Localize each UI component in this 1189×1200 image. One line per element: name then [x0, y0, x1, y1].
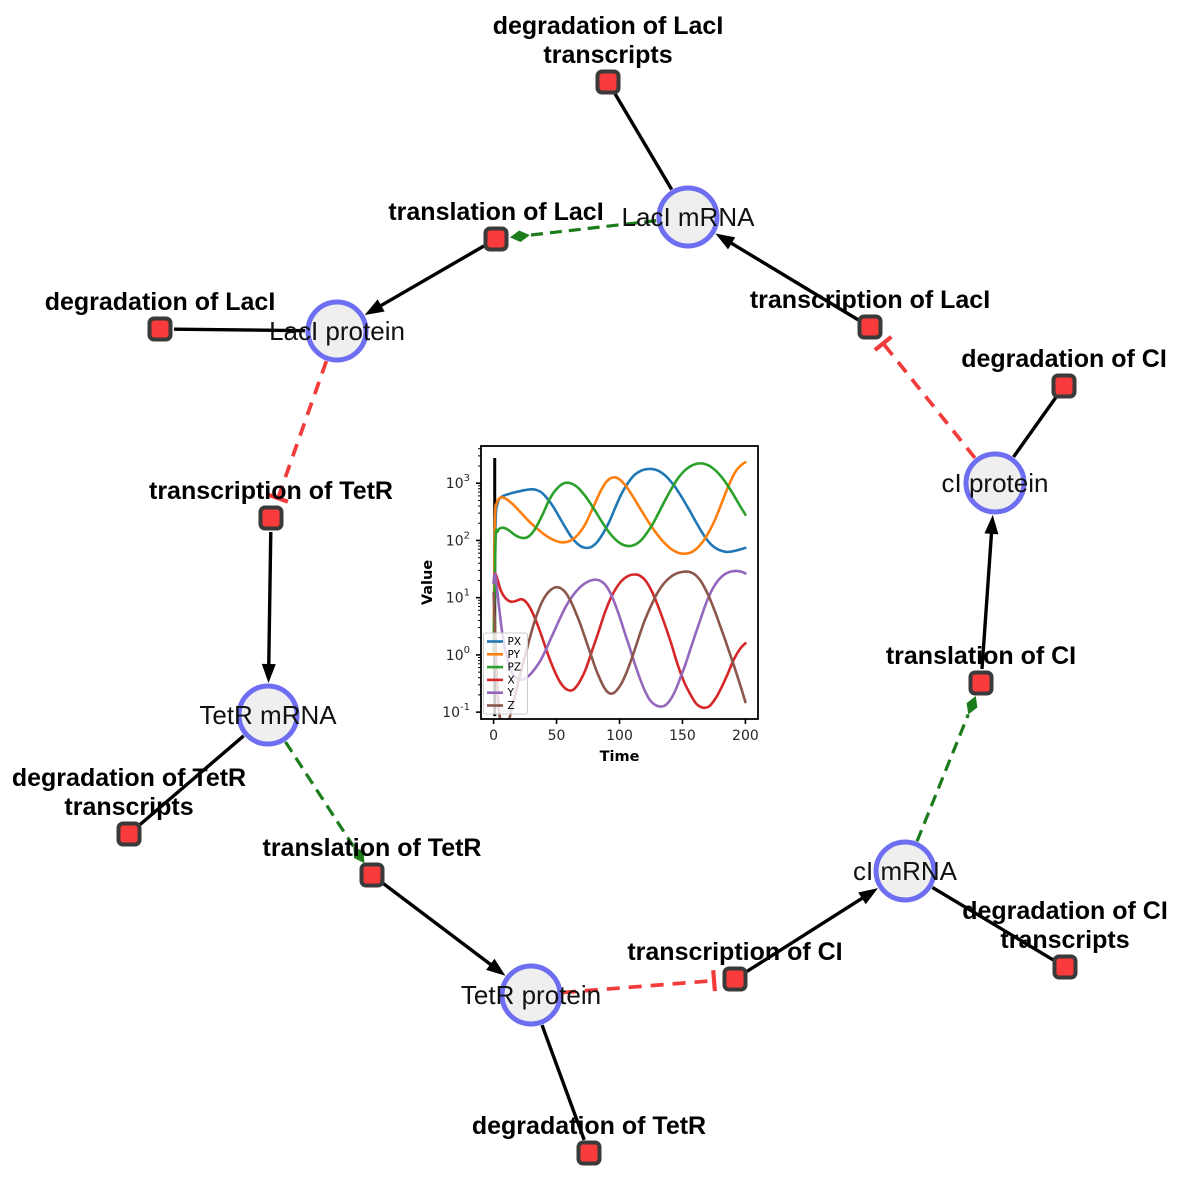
- edge-production-transl_lacI-lacI_protein: [375, 244, 485, 310]
- edge-modifier-cI_mRNA-transl_cI-diamond: [966, 695, 978, 715]
- reaction-node-deg_cI_tx: [1052, 954, 1078, 980]
- edge-modifier-lacI_mRNA-transl_lacI-diamond: [509, 230, 530, 243]
- series-line-X: [492, 572, 747, 710]
- reaction-label-deg_lacI-line1: degradation of LacI: [45, 288, 276, 316]
- reaction-label-transcr_cI-line1: transcription of CI: [627, 938, 842, 966]
- edge-production-transl_lacI-lacI_protein-arrowhead: [364, 299, 385, 315]
- x-tick-label-100: 100: [606, 728, 633, 744]
- y-tick-label-1e0: 100: [446, 645, 470, 664]
- edge-inhibition-tetR_protein-transcr_cI: [562, 978, 715, 995]
- x-tick-label-0: 0: [489, 728, 498, 744]
- network-edges: [138, 93, 1058, 1141]
- x-tick-label-200: 200: [732, 728, 759, 744]
- legend-label-X: X: [508, 674, 515, 686]
- network-labels: LacI mRNA LacI protein cI protein cI mRNA Te…: [12, 12, 1168, 1140]
- y-axis-label: Value: [420, 560, 436, 606]
- edge-consumption-cI_protein-deg_cI: [1012, 396, 1058, 458]
- x-tick-label-150: 150: [669, 728, 696, 744]
- reaction-label-deg_tetR-line1: degradation of TetR: [472, 1112, 706, 1140]
- edge-modifier-cI_mRNA-transl_cI: [915, 713, 970, 842]
- species-label-cI_protein: cI protein: [942, 468, 1049, 498]
- edge-modifier-tetR_mRNA-transl_tetR-diamond: [353, 846, 365, 864]
- reaction-node-deg_lacI_tx: [595, 69, 621, 95]
- y-tick-label-1e-1: 10-1: [442, 702, 470, 721]
- reaction-node-deg_lacI: [147, 316, 173, 342]
- series-line-PZ: [492, 461, 747, 657]
- species-node-tetR_mRNA: [236, 683, 300, 747]
- network-nodes: [116, 69, 1078, 1166]
- edge-consumption-tetR_mRNA-deg_tetR_tx: [138, 734, 245, 827]
- edge-production-transcr_cI-cI_mRNA-arrowhead: [858, 888, 878, 905]
- reaction-label-transl_cI-line1: translation of CI: [886, 642, 1076, 670]
- species-label-tetR_protein: TetR protein: [461, 980, 601, 1010]
- edge-consumption-lacI_protein-deg_lacI: [173, 327, 306, 333]
- reaction-node-transl_lacI: [483, 226, 509, 252]
- edge-consumption-tetR_protein-deg_tetR: [540, 1024, 586, 1141]
- y-tick-label-1e3: 103: [446, 473, 470, 492]
- reaction-node-transl_tetR: [359, 862, 385, 888]
- species-label-tetR_mRNA: TetR mRNA: [199, 700, 337, 730]
- edge-inhibition-cI_protein-transcr_lacI: [881, 342, 977, 460]
- reaction-node-transl_cI: [968, 670, 994, 696]
- edge-production-transl_tetR-tetR_protein: [382, 882, 496, 969]
- reaction-node-transcr_cI: [722, 966, 748, 992]
- edge-modifier-lacI_mRNA-transl_lacI: [529, 219, 657, 237]
- legend-label-PZ: PZ: [508, 662, 522, 674]
- reaction-label-transl_lacI-line1: translation of LacI: [388, 198, 603, 226]
- edge-production-transcr_lacI-lacI_mRNA: [726, 239, 859, 322]
- reaction-label-transcr_lacI-line1: transcription of LacI: [750, 286, 990, 314]
- reaction-label-deg_tetR_tx-line2: transcripts: [64, 793, 193, 821]
- reaction-node-transcr_tetR: [258, 505, 284, 531]
- timecourse-inset-chart: 0 50 100 150 20010-1100101102103TimeValuePXP…: [420, 445, 759, 765]
- species-node-lacI_protein: [305, 299, 369, 363]
- edge-production-transcr_lacI-lacI_mRNA-arrowhead: [715, 233, 736, 250]
- reaction-label-deg_lacI_tx-line1: degradation of LacI: [493, 12, 724, 40]
- edge-production-transl_cI-cI_protein-arrowhead: [984, 514, 999, 535]
- edge-production-transcr_tetR-tetR_mRNA-arrowhead: [261, 663, 276, 684]
- x-tick-label-50: 50: [548, 728, 566, 744]
- species-label-cI_mRNA: cI mRNA: [853, 856, 958, 886]
- species-node-cI_mRNA: [873, 839, 937, 903]
- edge-inhibition-tetR_protein-transcr_cI-tee: [711, 970, 717, 992]
- edge-modifier-tetR_mRNA-transl_tetR: [284, 740, 355, 848]
- edge-consumption-lacI_mRNA-deg_lacI_tx: [613, 93, 674, 191]
- legend-label-Z: Z: [508, 700, 515, 712]
- edge-consumption-cI_mRNA-deg_cI_tx: [931, 886, 1054, 962]
- species-label-lacI_mRNA: LacI mRNA: [622, 202, 756, 232]
- reaction-node-deg_tetR_tx: [116, 821, 142, 847]
- legend-label-Y: Y: [507, 687, 515, 699]
- reaction-node-deg_cI: [1051, 373, 1077, 399]
- series-line-PY: [492, 460, 747, 657]
- edge-production-transcr_cI-cI_mRNA: [745, 894, 868, 973]
- reaction-label-deg_cI-line1: degradation of CI: [961, 345, 1167, 373]
- species-node-tetR_protein: [499, 963, 563, 1027]
- edge-production-transl_tetR-tetR_protein-arrowhead: [486, 958, 506, 976]
- reaction-label-transl_tetR-line1: translation of TetR: [263, 834, 482, 862]
- reaction-label-deg_cI_tx-line1: degradation of CI: [962, 897, 1168, 925]
- series-line-PX: [492, 467, 747, 657]
- reaction-label-deg_lacI_tx-line2: transcripts: [543, 41, 672, 69]
- edge-inhibition-lacI_protein-transcr_tetR: [276, 360, 329, 499]
- y-tick-label-1e1: 101: [446, 588, 470, 607]
- edge-inhibition-cI_protein-transcr_lacI-tee: [873, 335, 893, 352]
- legend-label-PY: PY: [508, 649, 521, 661]
- y-tick-label-1e2: 102: [446, 530, 470, 549]
- edge-production-transl_cI-cI_protein: [980, 528, 994, 670]
- reaction-node-transcr_lacI: [857, 314, 883, 340]
- species-node-cI_protein: [963, 451, 1027, 515]
- legend-label-PX: PX: [508, 636, 522, 648]
- reaction-label-transcr_tetR-line1: transcription of TetR: [149, 477, 393, 505]
- reaction-label-deg_cI_tx-line2: transcripts: [1000, 926, 1129, 954]
- x-axis-label: Time: [600, 749, 640, 765]
- edge-production-transcr_tetR-tetR_mRNA: [267, 531, 273, 670]
- reaction-node-deg_tetR: [576, 1140, 602, 1166]
- species-node-lacI_mRNA: [656, 185, 720, 249]
- edge-inhibition-lacI_protein-transcr_tetR-tee: [267, 492, 289, 504]
- reaction-label-deg_tetR_tx-line1: degradation of TetR: [12, 764, 246, 792]
- species-label-lacI_protein: LacI protein: [269, 316, 405, 346]
